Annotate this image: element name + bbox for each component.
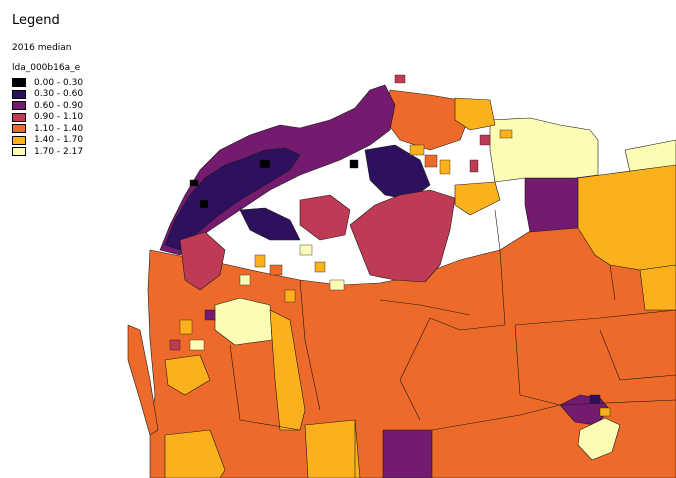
- area-dark-mid[interactable]: [239, 207, 301, 241]
- legend-title: Legend: [12, 13, 60, 28]
- area-purple-south[interactable]: [382, 429, 433, 478]
- area-amber-north[interactable]: [454, 181, 501, 216]
- legend-item-label: 1.70 - 2.17: [34, 146, 84, 157]
- legend-subtitle: 2016 median: [12, 43, 72, 53]
- dense-tracts: [169, 74, 611, 417]
- area-dark-core[interactable]: [164, 147, 301, 251]
- legend-item-label: 0.60 - 0.90: [34, 100, 84, 111]
- area-amber-south[interactable]: [304, 419, 361, 478]
- legend-swatch: [12, 101, 26, 111]
- legend-item: 1.70 - 2.17: [12, 146, 142, 158]
- area-amber-east2[interactable]: [639, 264, 676, 311]
- legend-item: 0.90 - 1.10: [12, 112, 142, 124]
- area-lightyellow-east-corner[interactable]: [624, 139, 676, 173]
- legend-class-list: 0.00 - 0.30 0.30 - 0.60 0.60 - 0.90 0.90…: [12, 77, 142, 158]
- area-crimson-mid[interactable]: [299, 194, 351, 241]
- legend-swatch: [12, 147, 26, 157]
- legend-item: 1.10 - 1.40: [12, 123, 142, 135]
- area-crimson-central[interactable]: [349, 189, 456, 283]
- legend-panel: Legend 2016 median lda_000b16a_e 0.00 - …: [12, 12, 142, 158]
- map-polygons: [127, 84, 676, 478]
- area-purple-east[interactable]: [524, 177, 579, 233]
- legend-item-label: 0.00 - 0.30: [34, 77, 84, 88]
- area-lightyellow-south[interactable]: [577, 417, 621, 461]
- legend-swatch: [12, 89, 26, 99]
- legend-swatch: [12, 135, 26, 145]
- area-crimson-west[interactable]: [179, 231, 226, 291]
- legend-item-label: 1.10 - 1.40: [34, 123, 84, 134]
- legend-item: 0.30 - 0.60: [12, 89, 142, 101]
- legend-swatch: [12, 112, 26, 122]
- legend-item-label: 0.90 - 1.10: [34, 112, 84, 123]
- area-amber-island[interactable]: [454, 97, 496, 131]
- parcel-lines: [229, 209, 676, 478]
- legend-layer-name: lda_000b16a_e: [12, 63, 81, 73]
- legend-item: 0.60 - 0.90: [12, 100, 142, 112]
- legend-swatch: [12, 124, 26, 134]
- legend-item: 1.40 - 1.70: [12, 135, 142, 147]
- area-west-peninsula[interactable]: [127, 324, 159, 436]
- area-amber-southwest[interactable]: [164, 429, 226, 478]
- legend-item: 0.00 - 0.30: [12, 77, 142, 89]
- legend-item-label: 1.40 - 1.70: [34, 135, 84, 146]
- area-amber-east[interactable]: [577, 164, 676, 271]
- area-lightyellow-northeast[interactable]: [489, 117, 599, 183]
- area-amber-west[interactable]: [164, 354, 211, 396]
- legend-swatch: [12, 78, 26, 88]
- legend-item-label: 0.30 - 0.60: [34, 89, 84, 100]
